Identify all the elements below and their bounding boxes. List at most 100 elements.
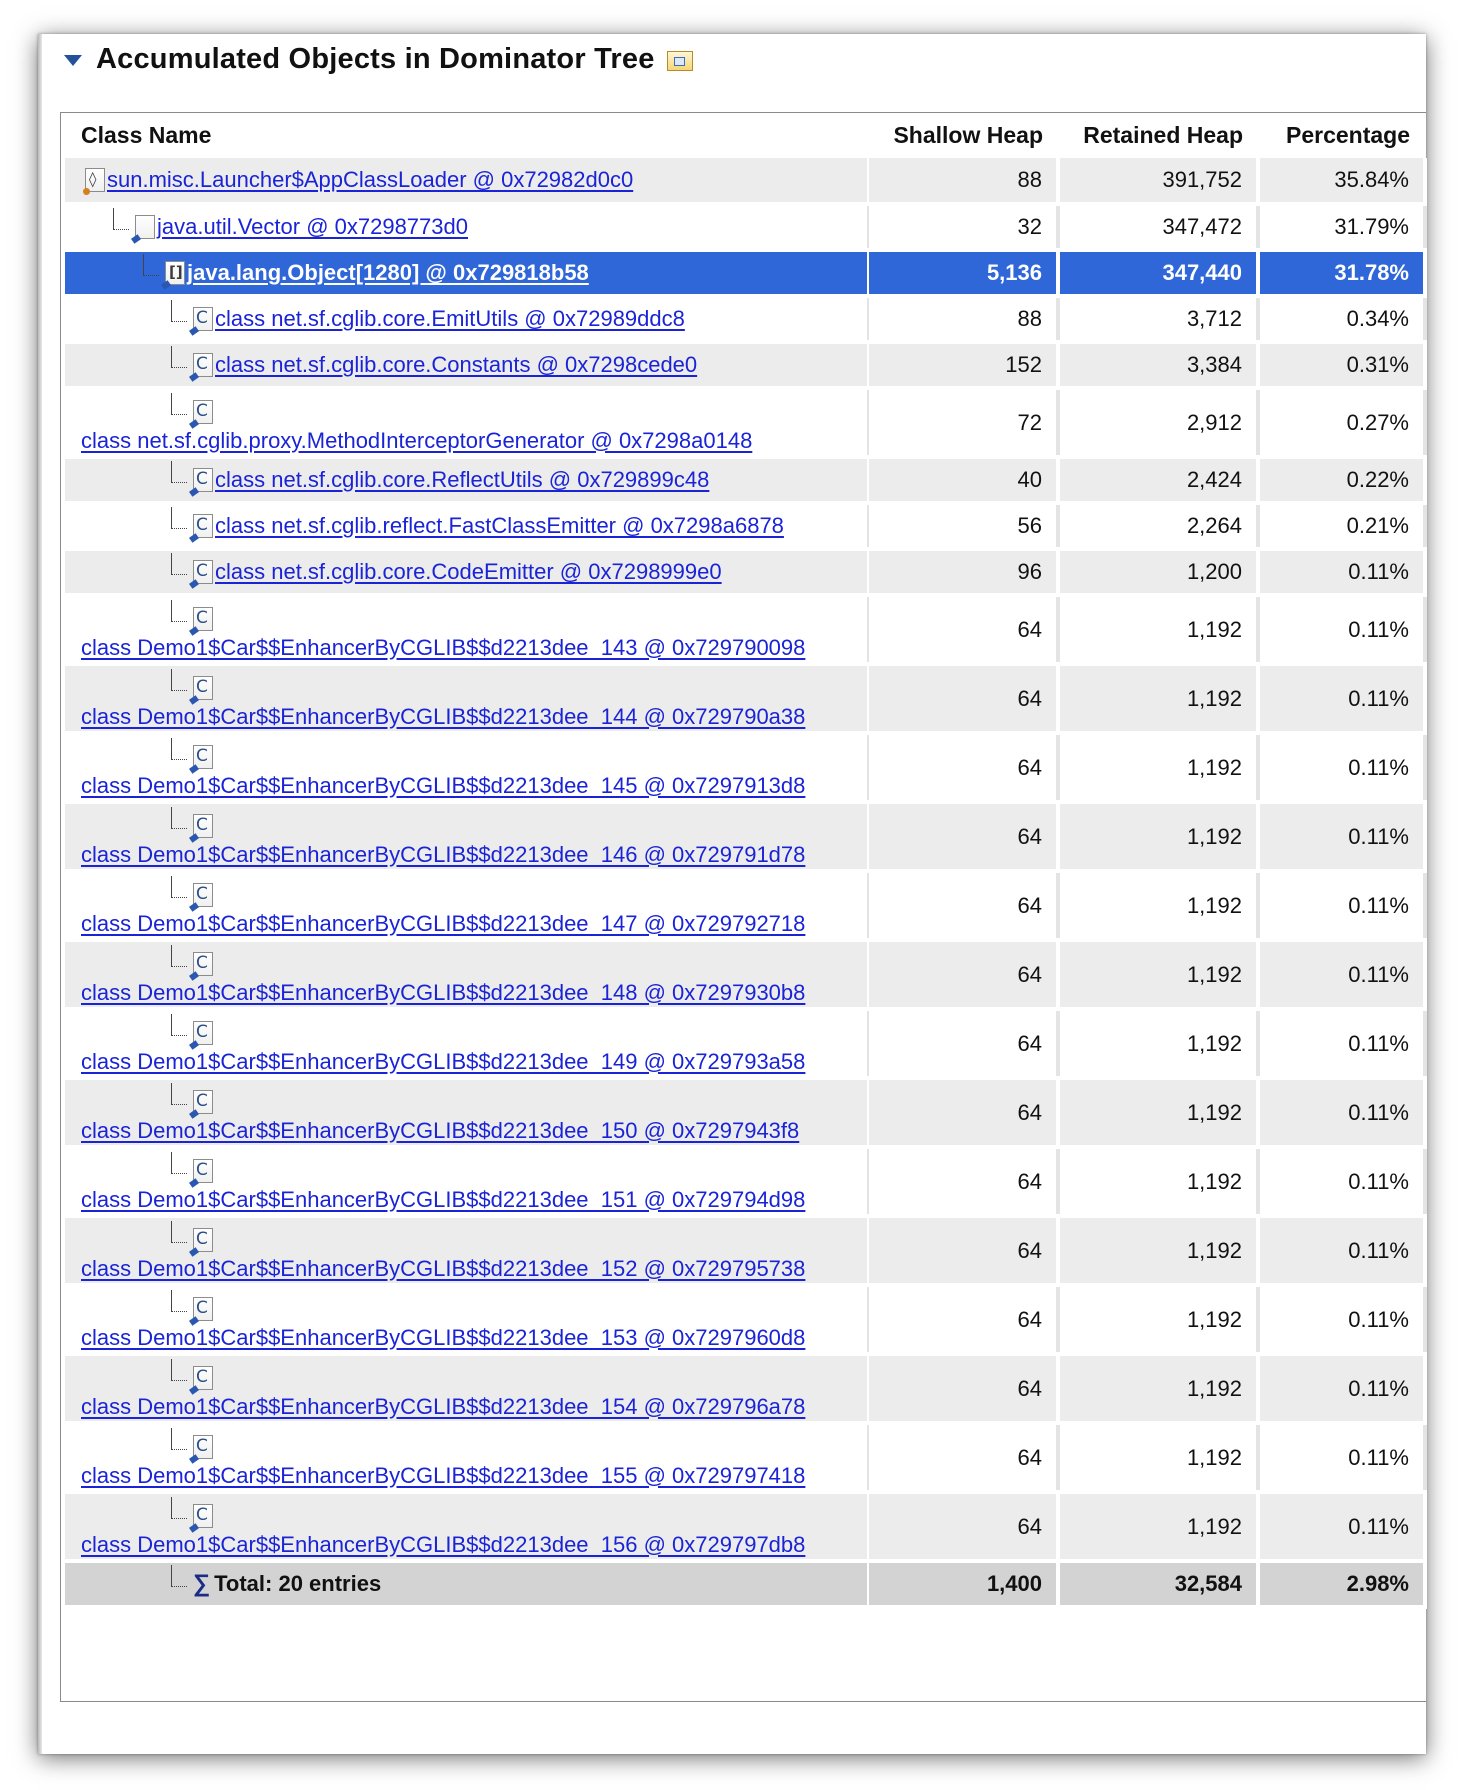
collapse-triangle-icon[interactable] [64, 55, 82, 66]
object-link[interactable]: class Demo1$Car$$EnhancerByCGLIB$$d2213d… [81, 1255, 806, 1281]
shallow-heap-cell: 32 [868, 204, 1060, 252]
shallow-heap-cell: 88 [868, 158, 1060, 206]
table-row[interactable]: [] java.lang.Object[1280] @ 0x729818b58 5,… [65, 250, 1427, 298]
class-icon: C [193, 1296, 213, 1321]
object-link[interactable]: class Demo1$Car$$EnhancerByCGLIB$$d2213d… [81, 634, 806, 660]
shallow-heap-cell: 40 [868, 457, 1060, 505]
column-header-shallow-heap[interactable]: Shallow Heap [868, 113, 1058, 158]
retained-heap-cell: 1,192 [1058, 733, 1260, 804]
percentage-cell: 0.11% [1258, 802, 1427, 873]
object-link[interactable]: class net.sf.cglib.proxy.MethodIntercept… [81, 427, 753, 453]
object-link[interactable]: sun.misc.Launcher$AppClassLoader @ 0x729… [107, 167, 634, 192]
export-icon[interactable] [666, 51, 693, 71]
tree-connector [169, 1013, 187, 1036]
object-link[interactable]: class net.sf.cglib.core.CodeEmitter @ 0x… [215, 559, 722, 584]
object-link[interactable]: class Demo1$Car$$EnhancerByCGLIB$$d2213d… [81, 841, 806, 867]
table-row[interactable]: java.util.Vector @ 0x7298773d0 32 347,472 3… [65, 204, 1427, 252]
window-edge [38, 34, 42, 1754]
tree-connector [169, 737, 187, 760]
dominator-table: Class Name Shallow Heap Retained Heap Pe… [65, 113, 1427, 1609]
column-header-retained-heap[interactable]: Retained Heap [1058, 113, 1258, 158]
table-header-row: Class Name Shallow Heap Retained Heap Pe… [65, 113, 1425, 158]
percentage-cell: 0.11% [1258, 1285, 1427, 1356]
object-link[interactable]: class net.sf.cglib.reflect.FastClassEmit… [215, 513, 784, 538]
class-name-cell[interactable]: java.util.Vector @ 0x7298773d0 [65, 204, 869, 252]
shallow-heap-cell: 88 [868, 296, 1060, 344]
retained-heap-cell: 1,192 [1058, 595, 1260, 666]
object-link[interactable]: class Demo1$Car$$EnhancerByCGLIB$$d2213d… [81, 1462, 806, 1488]
column-header-percentage[interactable]: Percentage [1258, 113, 1425, 158]
object-link[interactable]: class net.sf.cglib.core.Constants @ 0x72… [215, 352, 698, 377]
shallow-heap-cell: 64 [868, 1285, 1060, 1356]
object-link[interactable]: class Demo1$Car$$EnhancerByCGLIB$$d2213d… [81, 910, 806, 936]
class-icon: C [193, 514, 213, 538]
table-row[interactable]: ◊ sun.misc.Launcher$AppClassLoader @ 0x72… [65, 158, 1427, 206]
object-link[interactable]: class Demo1$Car$$EnhancerByCGLIB$$d2213d… [81, 1324, 806, 1350]
object-link[interactable]: class Demo1$Car$$EnhancerByCGLIB$$d2213d… [81, 1186, 806, 1212]
percentage-cell: 0.11% [1258, 1147, 1427, 1218]
object-link[interactable]: class Demo1$Car$$EnhancerByCGLIB$$d2213d… [81, 1393, 806, 1419]
percentage-cell: 35.84% [1258, 158, 1427, 206]
object-link[interactable]: class net.sf.cglib.core.EmitUtils @ 0x72… [215, 306, 685, 331]
object-link[interactable]: java.lang.Object[1280] @ 0x729818b58 [187, 260, 589, 285]
class-name-cell[interactable]: ◊ sun.misc.Launcher$AppClassLoader @ 0x72… [65, 158, 869, 206]
object-link[interactable]: java.util.Vector @ 0x7298773d0 [157, 214, 468, 239]
object-link[interactable]: class Demo1$Car$$EnhancerByCGLIB$$d2213d… [81, 979, 806, 1005]
object-link[interactable]: class Demo1$Car$$EnhancerByCGLIB$$d2213d… [81, 1531, 806, 1557]
percentage-cell: 0.11% [1258, 1492, 1427, 1563]
object-link[interactable]: class net.sf.cglib.core.ReflectUtils @ 0… [215, 467, 710, 492]
class-icon: C [193, 675, 213, 700]
total-row[interactable]: ∑ Total: 20 entries 1,400 32,584 2.98% [65, 1561, 1427, 1609]
class-icon: C [193, 560, 213, 584]
object-link[interactable]: class Demo1$Car$$EnhancerByCGLIB$$d2213d… [81, 1117, 800, 1143]
retained-heap-cell: 1,200 [1058, 549, 1260, 597]
object-link[interactable]: class Demo1$Car$$EnhancerByCGLIB$$d2213d… [81, 1048, 806, 1074]
column-header-class-name[interactable]: Class Name [65, 113, 868, 158]
shallow-heap-cell: 64 [868, 940, 1060, 1011]
class-name-cell[interactable]: [] java.lang.Object[1280] @ 0x729818b58 [65, 250, 869, 298]
report-window: Accumulated Objects in Dominator Tree Cl… [38, 34, 1427, 1754]
object-link[interactable]: class Demo1$Car$$EnhancerByCGLIB$$d2213d… [81, 772, 806, 798]
object-link[interactable]: class Demo1$Car$$EnhancerByCGLIB$$d2213d… [81, 703, 806, 729]
